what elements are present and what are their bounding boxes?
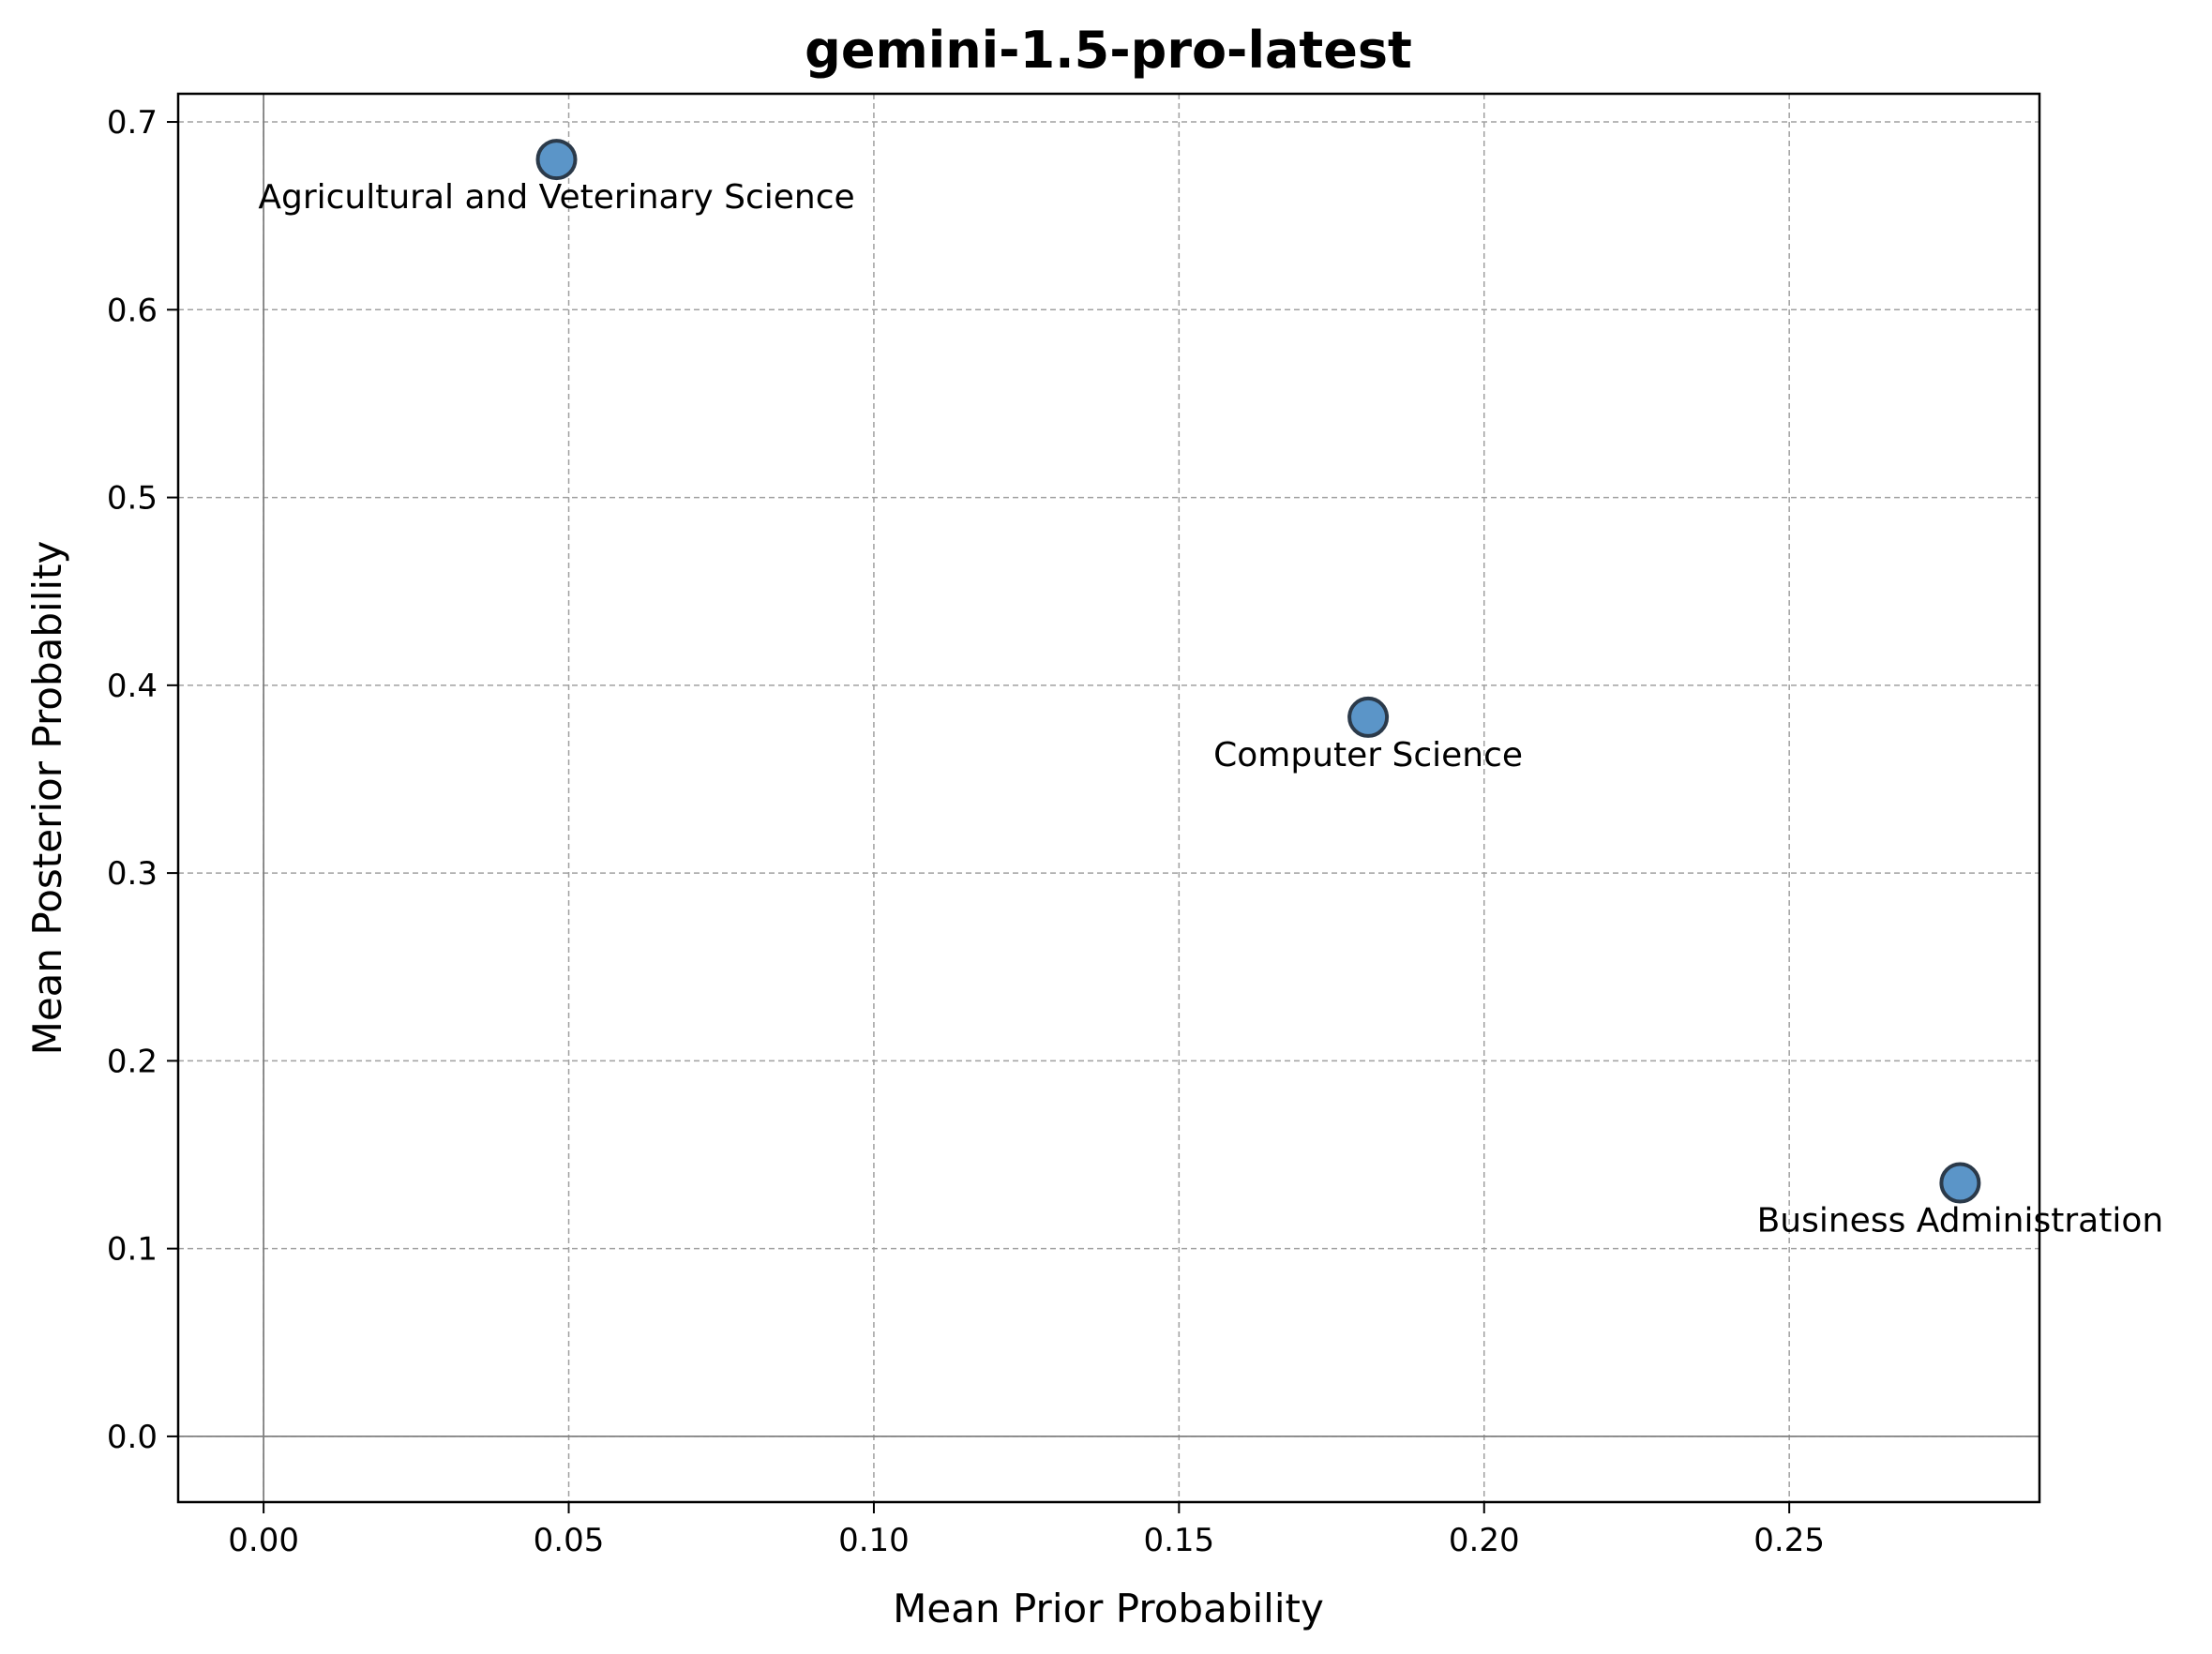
data-points: Agricultural and Veterinary Science Compu… [258,139,2164,1240]
y-tick-label: 0.6 [107,292,158,329]
scatter-point [1347,696,1390,738]
grid-lines [178,94,2039,1502]
x-tick-label: 0.20 [1449,1522,1520,1559]
y-tick-label: 0.3 [107,855,158,893]
chart-title: gemini-1.5-pro-latest [805,21,1412,80]
point-label: Computer Science [1213,736,1523,774]
point-label: Agricultural and Veterinary Science [258,178,854,217]
x-tick-label: 0.25 [1753,1522,1825,1559]
x-tick-label: 0.15 [1143,1522,1214,1559]
y-tick-label: 0.4 [107,668,158,705]
reference-lines [178,94,2039,1502]
scatter-point [535,139,578,181]
y-tick-label: 0.2 [107,1043,158,1080]
y-axis-title: Mean Posterior Probability [24,541,70,1056]
axis-ticks: 0.00 0.05 0.10 0.15 0.20 0.25 0.0 0.1 0.2 0.3 0.4 0… [107,104,1825,1559]
x-tick-label: 0.05 [534,1522,605,1559]
plot-frame [176,92,2041,1504]
y-tick-label: 0.5 [107,480,158,518]
point-label: Business Administration [1757,1202,2164,1240]
x-axis-title: Mean Prior Probability [893,1586,1324,1631]
y-tick-label: 0.1 [107,1231,158,1269]
scatter-point [1939,1162,1981,1204]
y-tick-label: 0.7 [107,104,158,142]
x-tick-label: 0.00 [228,1522,299,1559]
x-tick-label: 0.10 [838,1522,910,1559]
y-tick-label: 0.0 [107,1419,158,1456]
